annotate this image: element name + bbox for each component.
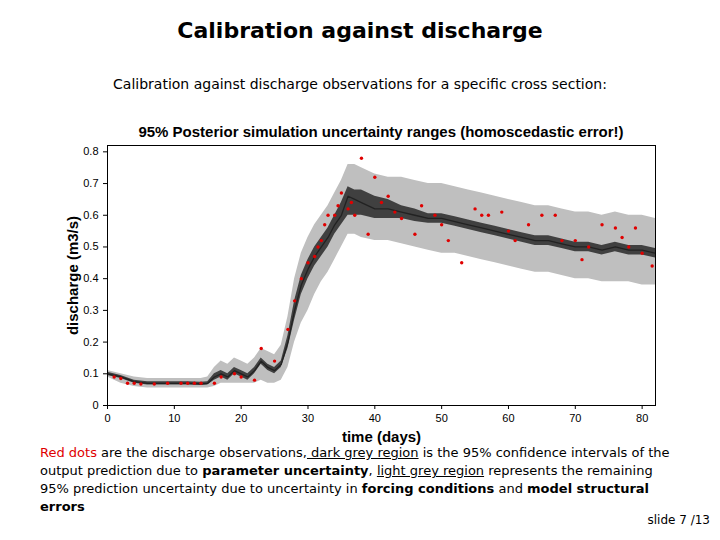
svg-text:10: 10	[168, 412, 180, 424]
html-text:95% Posterior simulation uncer: 95% Posterior simulation uncertainty ran…	[138, 123, 624, 140]
svg-text:0: 0	[92, 399, 98, 411]
svg-text:30: 30	[302, 412, 314, 424]
svg-text:40: 40	[369, 412, 381, 424]
svg-text:0.6: 0.6	[83, 209, 98, 221]
html-text:Calibration against discharge: Calibration against discharge observatio…	[113, 76, 607, 92]
html-text:Red dots are the discharge obs: Red dots are the discharge observations,…	[40, 445, 670, 514]
svg-text:time (days): time (days)	[342, 428, 421, 445]
svg-text:0: 0	[104, 412, 110, 424]
svg-text:70: 70	[569, 412, 581, 424]
svg-text:60: 60	[502, 412, 514, 424]
svg-text:20: 20	[235, 412, 247, 424]
html-text:slide 7 /13: slide 7 /13	[647, 513, 710, 527]
svg-text:0.5: 0.5	[83, 240, 98, 252]
svg-text:discharge (m3/s): discharge (m3/s)	[64, 216, 81, 335]
svg-text:0.7: 0.7	[83, 177, 98, 189]
svg-text:0.4: 0.4	[83, 272, 98, 284]
svg-text:80: 80	[636, 412, 648, 424]
svg-text:50: 50	[436, 412, 448, 424]
svg-text:0.2: 0.2	[83, 336, 98, 348]
svg-text:0.1: 0.1	[83, 367, 98, 379]
html-text:Calibration against discharge: Calibration against discharge	[177, 18, 543, 43]
svg-text:0.8: 0.8	[83, 145, 98, 157]
svg-text:0.3: 0.3	[83, 304, 98, 316]
